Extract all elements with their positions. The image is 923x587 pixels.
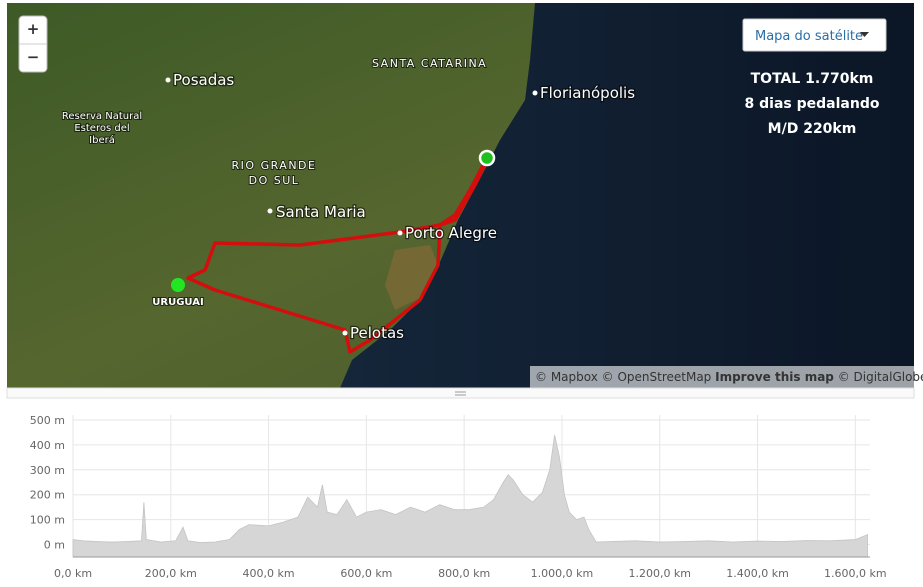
attribution-bg xyxy=(530,366,914,388)
stat: M/D 220km xyxy=(768,121,857,137)
x-tick-label: 400,0 km xyxy=(243,567,295,580)
style-button[interactable] xyxy=(742,18,887,52)
x-tick-label: 1.000,0 km xyxy=(531,567,594,580)
x-tick-label: 1.600,0 km xyxy=(824,567,887,580)
y-tick-label: 300 m xyxy=(30,464,65,477)
map-label: Florianópolis xyxy=(540,84,635,102)
caret xyxy=(860,32,869,37)
ocean xyxy=(340,3,914,388)
x-tick-label: 800,0 km xyxy=(438,567,490,580)
city-dot xyxy=(532,90,538,96)
map-label: Posadas xyxy=(173,71,234,89)
map-label: Iberá xyxy=(89,134,115,146)
map-label: Esteros del xyxy=(74,123,129,134)
attribution: © Mapbox © OpenStreetMap Improve this ma… xyxy=(535,370,923,384)
x-tick-label: 0,0 km xyxy=(54,567,92,580)
map-label: Pelotas xyxy=(350,324,404,342)
map-label: RIO GRANDE xyxy=(232,159,317,172)
map-label: Santa Maria xyxy=(276,203,366,221)
y-tick-label: 0 m xyxy=(44,539,65,552)
city-dot xyxy=(165,77,171,83)
style-button-label[interactable]: Mapa do satélite xyxy=(755,29,863,44)
stat: TOTAL 1.770km xyxy=(751,71,874,87)
city-dot xyxy=(397,230,403,236)
improve-link[interactable]: Improve this map xyxy=(715,370,834,384)
stat: 8 dias pedalando xyxy=(745,96,880,112)
x-tick-label: 200,0 km xyxy=(145,567,197,580)
y-tick-label: 400 m xyxy=(30,439,65,452)
route xyxy=(186,157,489,354)
attribution-imagery[interactable]: © DigitalGlobe xyxy=(838,370,923,384)
map-label: URUGUAI xyxy=(152,297,203,308)
map-label: Reserva Natural xyxy=(62,111,142,122)
map-label: DO SUL xyxy=(249,174,300,187)
x-tick-label: 1.200,0 km xyxy=(628,567,691,580)
elevation-area xyxy=(72,434,868,558)
city-dot xyxy=(342,330,348,336)
map-label: SANTA CATARINA xyxy=(372,57,487,70)
map-label: Porto Alegre xyxy=(405,224,497,242)
end-marker[interactable] xyxy=(171,278,185,292)
city-dot xyxy=(267,208,273,214)
map[interactable]: Posadas SANTA CATARINA Florianópolis Res… xyxy=(7,3,923,388)
zoom-out[interactable]: − xyxy=(27,48,40,66)
zoom-in[interactable]: + xyxy=(27,20,40,38)
elevation-chart: 0 m 100 m 200 m 300 m 400 m 500 m 0,0 km 200,0 … xyxy=(30,414,887,580)
x-tick-label: 600,0 km xyxy=(340,567,392,580)
y-tick-label: 100 m xyxy=(30,514,65,527)
attribution-credits[interactable]: © Mapbox © OpenStreetMap xyxy=(535,370,711,384)
resize-handle[interactable] xyxy=(6,387,915,399)
start-marker[interactable] xyxy=(478,149,496,167)
y-tick-label: 200 m xyxy=(30,489,65,502)
x-tick-label: 1.400,0 km xyxy=(726,567,789,580)
lagoon xyxy=(385,245,438,310)
y-tick-label: 500 m xyxy=(30,414,65,427)
